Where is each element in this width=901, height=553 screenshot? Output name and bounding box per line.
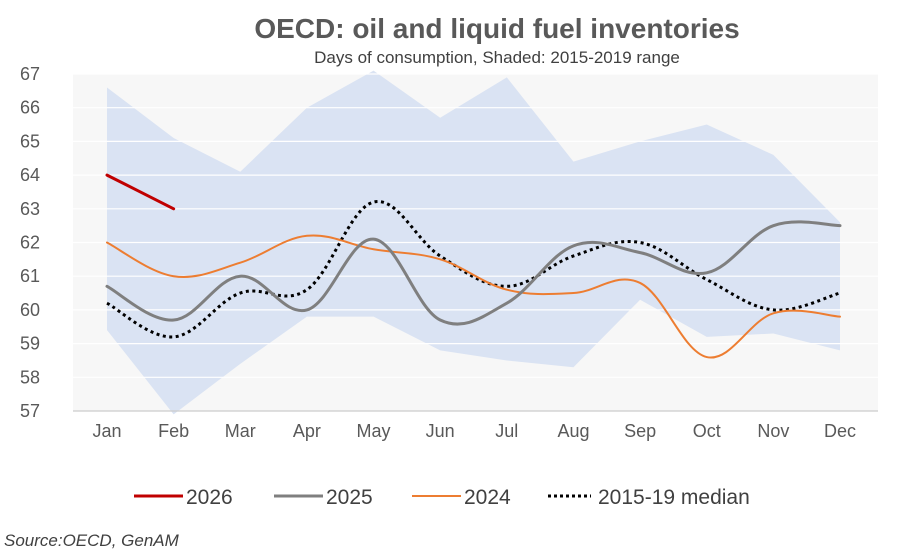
y-tick-60: 60	[20, 300, 40, 320]
series-line-2024	[106, 234, 841, 359]
legend-item-2024: 2024	[412, 486, 511, 509]
y-tick-66: 66	[20, 98, 40, 118]
x-tick-jan: Jan	[92, 421, 121, 441]
series-line-2025	[105, 220, 842, 326]
series-layer	[105, 173, 842, 359]
x-tick-apr: Apr	[293, 421, 321, 441]
y-tick-61: 61	[20, 266, 40, 286]
x-tick-dec: Dec	[824, 421, 856, 441]
y-tick-59: 59	[20, 334, 40, 354]
chart-subtitle: Days of consumption, Shaded: 2015-2019 r…	[314, 48, 680, 67]
y-tick-67: 67	[20, 64, 40, 84]
x-tick-sep: Sep	[624, 421, 656, 441]
y-tick-57: 57	[20, 401, 40, 421]
chart-title: OECD: oil and liquid fuel inventories	[254, 13, 739, 44]
x-tick-may: May	[357, 421, 391, 441]
y-axis: 57 58 59 60 61 62 63 64 65 66 67	[20, 64, 40, 421]
x-tick-feb: Feb	[158, 421, 189, 441]
legend-label-2025: 2025	[326, 486, 373, 509]
legend-item-2025: 2025	[274, 486, 373, 509]
source-note: Source:OECD, GenAM	[4, 531, 180, 550]
legend: 2026 2025 2024 2015-19 median	[134, 486, 750, 509]
x-tick-aug: Aug	[557, 421, 589, 441]
series-line-2015-19-median	[106, 200, 841, 339]
legend-item-median: 2015-19 median	[548, 486, 750, 509]
legend-label-median: 2015-19 median	[598, 486, 750, 509]
y-tick-62: 62	[20, 233, 40, 253]
y-tick-63: 63	[20, 199, 40, 219]
x-tick-jul: Jul	[495, 421, 518, 441]
legend-label-2026: 2026	[186, 486, 233, 509]
legend-label-2024: 2024	[464, 486, 511, 509]
legend-item-2026: 2026	[134, 486, 233, 509]
y-tick-64: 64	[20, 165, 40, 185]
x-axis: Jan Feb Mar Apr May Jun Jul Aug Sep Oct Nov Dec	[92, 421, 856, 441]
y-tick-58: 58	[20, 367, 40, 387]
y-tick-65: 65	[20, 131, 40, 151]
x-tick-jun: Jun	[426, 421, 455, 441]
x-tick-nov: Nov	[757, 421, 789, 441]
x-tick-mar: Mar	[225, 421, 256, 441]
x-tick-oct: Oct	[693, 421, 721, 441]
series-line-2026	[105, 173, 176, 211]
